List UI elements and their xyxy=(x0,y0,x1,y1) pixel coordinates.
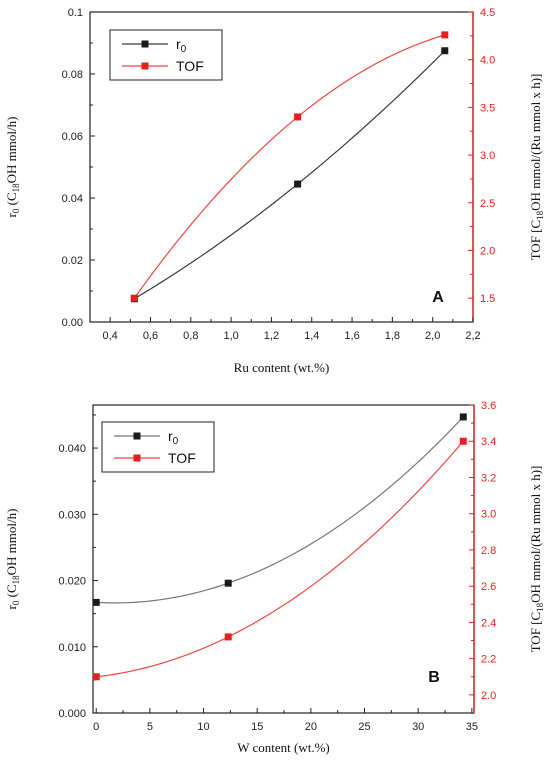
y-tick-label: 0.000 xyxy=(58,708,86,720)
data-point-tof xyxy=(224,633,232,641)
y2-tick-label: 2.4 xyxy=(481,617,496,629)
y-tick-label: 0.06 xyxy=(62,131,83,143)
y2-tick-label: 2.5 xyxy=(480,198,495,210)
x-tick-label: 0 xyxy=(93,721,99,733)
legend: r0 TOF xyxy=(101,421,215,473)
legend-label: r0 xyxy=(176,36,187,55)
y2-tick-label: 2.2 xyxy=(481,654,496,666)
y2-tick-label: 2.6 xyxy=(481,581,496,593)
y2-tick-label: 3.0 xyxy=(480,150,495,162)
y2-axis-label: TOF [C18OH mmol/(Ru mmol x h)] xyxy=(528,74,545,261)
x-axis-label: Ru content (wt.%) xyxy=(234,360,330,375)
x-tick-label: 10 xyxy=(197,721,209,733)
x-tick-label: 0,8 xyxy=(183,330,198,342)
x-tick-label: 15 xyxy=(251,721,263,733)
y2-tick-label: 4.5 xyxy=(480,7,495,19)
data-point-tof xyxy=(294,113,302,121)
y2-tick-label: 3.5 xyxy=(480,102,495,114)
y-tick-label: 0.020 xyxy=(58,576,86,588)
y2-tick-label: 3.2 xyxy=(481,472,496,484)
chart-panel-b: 0 5 10 15 20 25 30 35 0.000 0.010 0.020 0.030 0.040 2… xyxy=(4,400,545,755)
x-tick-label: 0,6 xyxy=(143,330,158,342)
y2-tick-label: 2.0 xyxy=(480,245,495,257)
x-tick-label: 35 xyxy=(466,721,478,733)
y2-tick-label: 3.0 xyxy=(481,509,496,521)
y2-axis-label: TOF [C18OH mmol/(Ru mmol x h)] xyxy=(528,466,545,653)
series-line-tof xyxy=(96,440,464,678)
panel-letter: A xyxy=(432,289,444,306)
x-tick-label: 2,2 xyxy=(465,330,480,342)
data-point-r0 xyxy=(294,180,302,188)
legend-marker xyxy=(133,432,141,440)
y-tick-label: 0.010 xyxy=(58,642,86,654)
legend-box xyxy=(109,29,223,81)
x-tick-label: 1,6 xyxy=(344,330,359,342)
y2-tick-label: 1.5 xyxy=(480,293,495,305)
x-tick-label: 1,0 xyxy=(223,330,238,342)
x-tick-label: 1,8 xyxy=(385,330,400,342)
y-tick-label: 0.00 xyxy=(62,317,83,329)
x-tick-label: 30 xyxy=(412,721,424,733)
y-tick-label: 0.040 xyxy=(58,443,86,455)
legend-label: r0 xyxy=(168,428,179,447)
y2-tick-label: 3.6 xyxy=(481,400,496,412)
data-point-r0 xyxy=(459,413,467,421)
legend-marker xyxy=(141,62,149,70)
y2-tick-label: 4.0 xyxy=(480,55,495,67)
y-tick-label: 0.08 xyxy=(62,69,83,81)
data-point-tof xyxy=(441,31,449,39)
y-axis-label: r0 (C18OH mmol/h) xyxy=(4,509,21,610)
data-point-tof xyxy=(459,437,467,445)
x-axis-label: W content (wt.%) xyxy=(237,740,330,755)
y2-tick-label: 3.4 xyxy=(481,436,496,448)
y-tick-label: 0.1 xyxy=(68,7,83,19)
y2-tick-label: 2.8 xyxy=(481,545,496,557)
legend-label: TOF xyxy=(168,450,196,466)
x-tick-label: 1,4 xyxy=(304,330,319,342)
data-point-r0 xyxy=(92,598,100,606)
x-tick-label: 5 xyxy=(147,721,153,733)
x-tick-label: 20 xyxy=(305,721,317,733)
data-point-r0 xyxy=(441,47,449,55)
legend-marker xyxy=(133,454,141,462)
series-line-r0 xyxy=(134,50,446,300)
x-tick-label: 25 xyxy=(358,721,370,733)
data-point-r0 xyxy=(224,579,232,587)
y-tick-label: 0.04 xyxy=(62,193,83,205)
data-point-tof xyxy=(130,294,138,302)
y-axis-label: r0 (C18OH mmol/h) xyxy=(4,117,21,218)
y-tick-label: 0.030 xyxy=(58,509,86,521)
legend: r0 TOF xyxy=(109,29,223,81)
x-tick-label: 0,4 xyxy=(103,330,118,342)
data-point-tof xyxy=(92,673,100,681)
chart-panel-a: 0,4 0,6 0,8 1,0 1,2 1,4 1,6 1,8 2,0 2,2 0.00 0.02 0.… xyxy=(4,7,545,375)
x-tick-label: 2,0 xyxy=(425,330,440,342)
legend-box xyxy=(101,421,215,473)
y2-tick-label: 2.0 xyxy=(481,690,496,702)
x-tick-label: 1,2 xyxy=(264,330,279,342)
legend-label: TOF xyxy=(176,58,204,74)
y-tick-label: 0.02 xyxy=(62,255,83,267)
legend-marker xyxy=(141,40,149,48)
panel-letter: B xyxy=(428,669,440,686)
